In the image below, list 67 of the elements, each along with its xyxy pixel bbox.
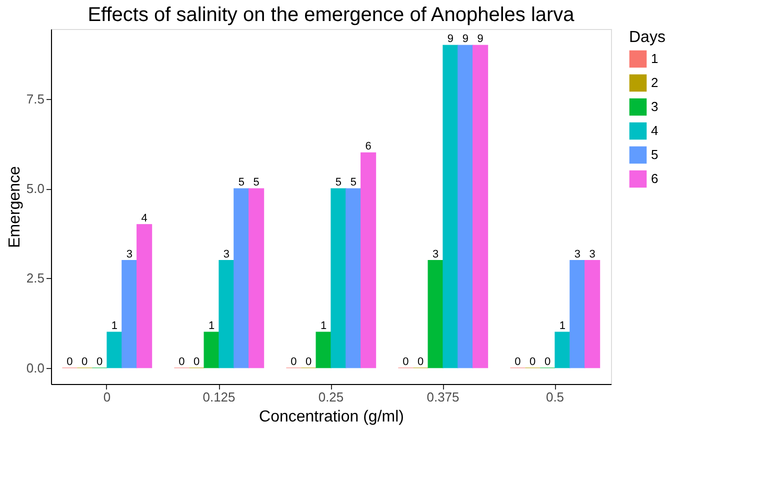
data-label: 9 — [447, 33, 454, 46]
data-label: 0 — [96, 356, 103, 368]
data-label: 5 — [335, 176, 342, 189]
data-label: 0 — [544, 356, 551, 368]
data-label: 0 — [178, 356, 185, 368]
legend-label: 2 — [651, 75, 658, 90]
y-tick-label: 0.0 — [26, 360, 44, 376]
bar — [570, 260, 586, 368]
data-label: 4 — [141, 212, 148, 224]
data-label: 0 — [418, 356, 424, 368]
bar — [234, 188, 250, 368]
bar — [554, 332, 570, 368]
chart-title: Effects of salinity on the emergence of Anopheles larva — [88, 4, 576, 26]
x-tick-label: 0.125 — [202, 390, 236, 404]
bar — [136, 224, 152, 368]
data-label: 1 — [111, 320, 118, 332]
data-label: 1 — [559, 320, 566, 332]
bar — [330, 188, 346, 368]
data-label: 6 — [365, 140, 372, 153]
legend-label: 4 — [651, 123, 658, 138]
bar — [218, 260, 234, 368]
bar — [106, 332, 122, 368]
data-label: 3 — [126, 248, 132, 260]
bar — [248, 188, 264, 368]
bar — [458, 44, 474, 368]
bar — [316, 332, 332, 368]
data-label: 0 — [530, 356, 536, 368]
bar — [204, 332, 220, 368]
x-tick-label: 0 — [103, 390, 111, 404]
data-label: 3 — [432, 248, 439, 260]
bar — [122, 260, 138, 368]
data-label: 0 — [290, 356, 297, 368]
data-label: 0 — [514, 356, 521, 368]
data-label: 9 — [477, 33, 484, 46]
data-label: 5 — [253, 176, 260, 189]
y-tick-label: 5.0 — [26, 181, 44, 196]
x-tick-label: 0.375 — [426, 390, 460, 404]
data-label: 0 — [194, 356, 200, 368]
data-label: 1 — [320, 320, 327, 332]
x-tick-label: 0.25 — [318, 390, 344, 404]
legend-label: 6 — [651, 171, 658, 186]
data-label: 3 — [574, 248, 580, 260]
bar — [472, 44, 488, 368]
data-label: 1 — [208, 320, 215, 332]
bar — [360, 152, 376, 368]
data-label: 5 — [238, 176, 244, 189]
data-label: 5 — [350, 176, 356, 189]
x-tick-label: 0.5 — [546, 390, 564, 404]
y-axis-title: Emergence — [6, 166, 24, 248]
data-label: 9 — [462, 33, 468, 46]
legend-title: Days — [629, 29, 666, 46]
x-axis-title: Concentration (g/ml) — [259, 408, 404, 426]
bar — [346, 188, 362, 368]
data-label: 0 — [402, 356, 409, 368]
data-label: 3 — [589, 248, 596, 260]
data-label: 0 — [82, 356, 88, 368]
legend-label: 1 — [651, 51, 658, 66]
data-label: 3 — [223, 248, 230, 260]
data-label: 0 — [66, 356, 73, 368]
y-tick-label: 7.5 — [26, 91, 44, 106]
bar — [428, 260, 444, 368]
y-tick-label: 2.5 — [26, 270, 44, 286]
bar — [442, 44, 458, 368]
bar — [584, 260, 600, 368]
data-label: 0 — [306, 356, 312, 368]
legend-label: 5 — [651, 147, 658, 162]
legend-label: 3 — [651, 99, 658, 114]
